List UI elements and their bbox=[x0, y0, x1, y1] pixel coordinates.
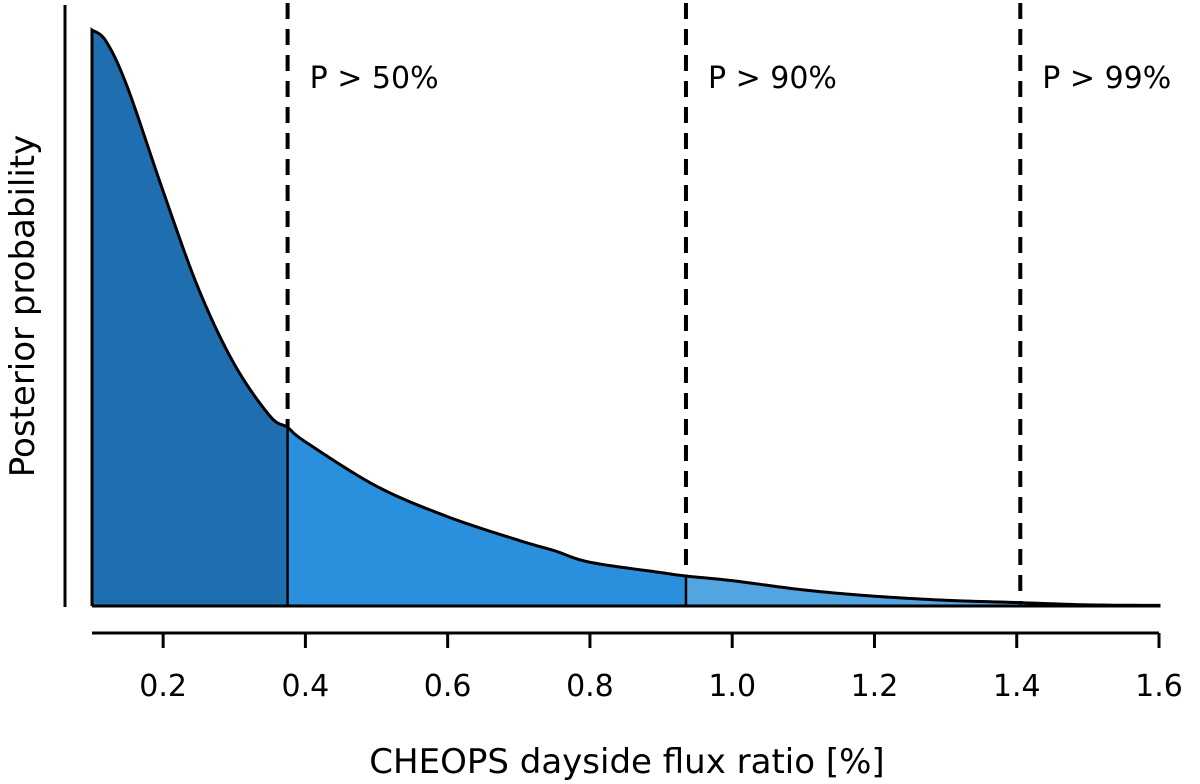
x-tick-label-2: 0.4 bbox=[282, 669, 330, 704]
posterior-curve bbox=[90, 27, 1161, 608]
x-axis-title: CHEOPS dayside flux ratio [%] bbox=[369, 742, 884, 782]
threshold-lines: P > 50% P > 90% P > 99% bbox=[285, 3, 1171, 606]
threshold-label-1: P > 50% bbox=[310, 61, 439, 96]
x-tick-label-6: 1.2 bbox=[851, 669, 899, 704]
x-ticks: 0.2 0.4 0.6 0.8 1.0 1.2 1.4 1.6 bbox=[139, 633, 1183, 704]
threshold-label-3: P > 99% bbox=[1042, 61, 1171, 96]
threshold-label-2: P > 90% bbox=[708, 61, 837, 96]
x-tick-label-3: 0.6 bbox=[424, 669, 472, 704]
shaded-regions bbox=[92, 30, 1159, 606]
x-tick-label-4: 0.8 bbox=[566, 669, 614, 704]
x-tick-label-5: 1.0 bbox=[708, 669, 756, 704]
region-3 bbox=[685, 576, 1021, 606]
y-axis-title: Posterior probability bbox=[3, 135, 43, 477]
x-tick-label-8: 1.6 bbox=[1135, 669, 1183, 704]
region-2 bbox=[287, 427, 686, 606]
x-tick-label-1: 0.2 bbox=[139, 669, 187, 704]
x-tick-label-7: 1.4 bbox=[993, 669, 1041, 704]
region-1 bbox=[92, 30, 288, 606]
